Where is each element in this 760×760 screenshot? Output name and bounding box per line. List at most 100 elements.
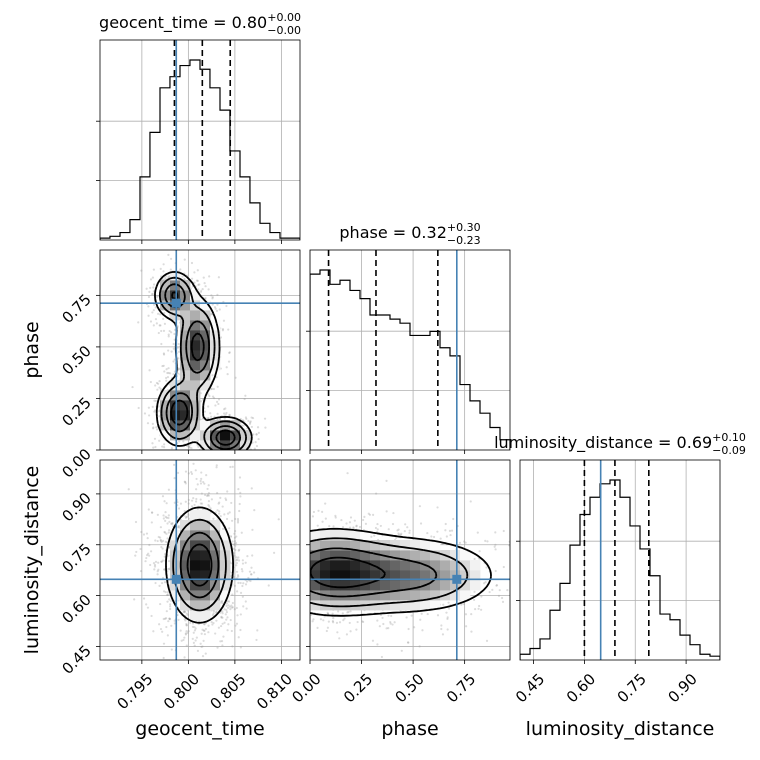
sample-point <box>493 545 496 548</box>
sample-point <box>240 464 242 466</box>
sample-point <box>184 451 186 453</box>
sample-point <box>166 375 170 379</box>
sample-point <box>177 357 180 360</box>
density-cell <box>410 550 421 561</box>
sample-point <box>149 278 153 281</box>
density-cell <box>180 550 191 561</box>
sample-point <box>463 540 466 543</box>
sample-point <box>162 352 165 355</box>
sample-point <box>355 525 358 528</box>
density-cell <box>220 590 231 601</box>
sample-point <box>219 640 222 643</box>
sample-point <box>165 368 168 371</box>
sample-point <box>231 593 234 596</box>
sample-point <box>231 457 233 459</box>
sample-point <box>250 487 253 490</box>
sample-point <box>207 492 211 495</box>
sample-point <box>221 453 223 455</box>
sample-point <box>539 585 541 587</box>
sample-point <box>173 501 176 504</box>
sample-point <box>209 507 212 510</box>
density-cell <box>430 550 441 561</box>
sample-point <box>237 636 240 639</box>
density-cell <box>200 570 211 581</box>
density-cell <box>200 320 211 331</box>
sample-point <box>283 607 285 609</box>
sample-point <box>307 613 309 615</box>
sample-point <box>151 292 154 296</box>
sample-point <box>341 525 345 529</box>
sample-point <box>486 540 489 543</box>
sample-point <box>285 591 287 593</box>
sample-point <box>162 270 165 273</box>
sample-point <box>216 646 219 649</box>
sample-point <box>241 595 244 598</box>
sample-point <box>152 309 155 312</box>
sample-point <box>234 544 237 547</box>
sample-point <box>391 623 394 626</box>
sample-point <box>149 563 152 567</box>
sample-point <box>346 611 349 614</box>
sample-point <box>244 600 247 603</box>
sample-point <box>148 369 151 372</box>
sample-point <box>157 331 160 335</box>
sample-point <box>166 537 169 540</box>
sample-point <box>210 464 212 466</box>
sample-point <box>376 619 379 622</box>
panel-title-geocent_time: geocent_time = 0.80+0.00 <box>99 11 301 33</box>
sample-point <box>169 607 172 611</box>
sample-point <box>510 556 512 558</box>
density-cell <box>440 570 451 581</box>
density-cell <box>200 600 211 611</box>
sample-point <box>228 605 232 608</box>
sample-point <box>399 533 402 536</box>
sample-point <box>237 451 239 453</box>
density-cell <box>190 520 201 531</box>
sample-point <box>256 629 259 632</box>
sample-point <box>144 560 147 563</box>
sample-point <box>224 458 226 460</box>
sample-point <box>310 613 313 616</box>
sample-point <box>207 631 210 634</box>
sample-point <box>170 648 173 651</box>
sample-point <box>159 470 161 472</box>
sample-point <box>244 550 246 552</box>
sample-point <box>233 554 236 557</box>
sample-point <box>304 549 306 551</box>
sample-point <box>173 622 177 625</box>
sample-point <box>278 601 280 603</box>
sample-point <box>187 472 190 475</box>
sample-point <box>300 593 302 595</box>
density-cell <box>310 600 321 611</box>
sample-point <box>228 511 231 514</box>
sample-point <box>291 600 293 602</box>
sample-point <box>147 406 150 409</box>
density-cell <box>180 520 191 531</box>
density-cell <box>230 420 241 431</box>
contour-level <box>179 531 220 599</box>
sample-point <box>170 522 173 525</box>
sample-point <box>214 632 217 635</box>
sample-point <box>473 598 476 602</box>
sample-point <box>267 567 269 569</box>
density-cell <box>180 310 191 321</box>
panel-frame <box>99 459 301 661</box>
sample-point <box>145 287 148 290</box>
sample-point <box>178 440 181 443</box>
sample-point <box>161 278 164 281</box>
sample-point <box>470 630 473 633</box>
sample-point <box>293 545 295 547</box>
sample-point <box>227 623 230 626</box>
sample-point <box>337 610 340 613</box>
density-cell <box>170 430 181 441</box>
sample-point <box>153 563 157 567</box>
sample-point <box>207 624 210 627</box>
density-cell <box>210 530 221 541</box>
sample-point <box>185 630 188 633</box>
sample-point <box>226 452 228 454</box>
sample-point <box>277 560 279 562</box>
sample-point <box>218 472 220 474</box>
sample-point <box>167 335 170 338</box>
sample-point <box>526 519 528 521</box>
sample-point <box>201 645 204 648</box>
